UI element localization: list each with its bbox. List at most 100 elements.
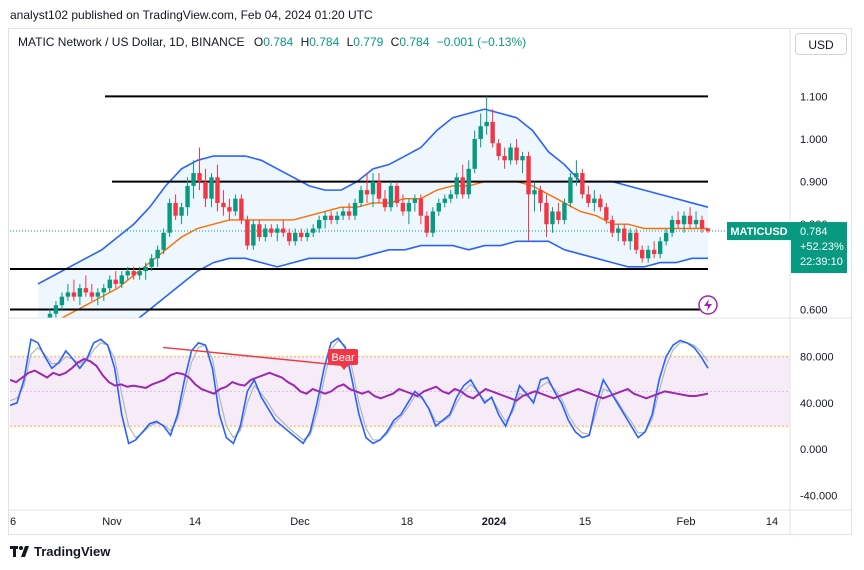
axes: 1.1001.0000.9000.8000.7000.60080.00040.0… bbox=[8, 28, 852, 535]
candle bbox=[616, 224, 621, 242]
candle-body bbox=[36, 327, 40, 331]
candle bbox=[149, 254, 154, 272]
candle-body bbox=[215, 177, 220, 203]
candle bbox=[316, 215, 322, 233]
candle-body bbox=[53, 305, 59, 314]
candle-body bbox=[502, 156, 507, 161]
candle-body bbox=[496, 143, 501, 157]
tradingview-logo-icon bbox=[10, 545, 29, 557]
bear-badge-label: Bear bbox=[331, 352, 355, 364]
candle-body bbox=[580, 173, 585, 195]
candle-body bbox=[131, 271, 136, 276]
candle-body bbox=[568, 177, 573, 203]
candle bbox=[705, 228, 711, 233]
candle bbox=[376, 173, 382, 203]
candle bbox=[83, 275, 89, 297]
candle bbox=[568, 173, 573, 208]
candle-body bbox=[484, 121, 489, 127]
candle bbox=[173, 194, 178, 220]
candle bbox=[293, 228, 298, 246]
oscillator-tick-label: -40.000 bbox=[800, 490, 837, 502]
candle bbox=[628, 228, 633, 250]
candle bbox=[466, 160, 471, 199]
time-tick-label: Nov bbox=[102, 516, 122, 528]
candle bbox=[598, 194, 603, 212]
candle bbox=[693, 211, 699, 229]
candle-body bbox=[550, 211, 555, 225]
candle bbox=[65, 283, 71, 301]
oscillator-pane: Bear bbox=[10, 337, 790, 445]
price-pane bbox=[10, 95, 790, 331]
low-label: L bbox=[346, 35, 354, 49]
candle-body bbox=[388, 185, 394, 208]
candle bbox=[113, 271, 118, 289]
candle-body bbox=[173, 202, 178, 216]
candle-body bbox=[65, 292, 71, 297]
candle-body bbox=[191, 173, 196, 186]
candle-body bbox=[424, 215, 430, 233]
candle-body bbox=[310, 228, 316, 233]
candle bbox=[592, 190, 597, 212]
low-value: 0.779 bbox=[353, 35, 384, 49]
candle bbox=[484, 96, 489, 135]
candle bbox=[155, 245, 160, 267]
candle bbox=[430, 207, 436, 238]
bollinger-fill bbox=[38, 109, 708, 318]
candle-body bbox=[436, 202, 442, 212]
bear-badge-bg bbox=[328, 349, 358, 365]
candle-body bbox=[334, 215, 340, 220]
candle-body bbox=[394, 185, 400, 203]
candle bbox=[107, 275, 112, 293]
candle-body bbox=[478, 126, 483, 139]
candle-body bbox=[89, 292, 95, 297]
symbol-badge: MATICUSD bbox=[727, 222, 791, 241]
candle bbox=[89, 283, 95, 301]
candle bbox=[663, 228, 669, 246]
chart-frame bbox=[8, 28, 852, 535]
candle-body bbox=[406, 202, 412, 212]
candle-body bbox=[95, 292, 101, 297]
candle-body bbox=[610, 219, 615, 233]
tradingview-footer[interactable]: TradingView bbox=[10, 544, 110, 559]
candle bbox=[47, 309, 53, 318]
candle bbox=[322, 211, 328, 229]
candle bbox=[687, 207, 693, 229]
lightning-icon[interactable] bbox=[698, 295, 718, 315]
candle-body bbox=[418, 198, 424, 216]
candle-body bbox=[167, 202, 172, 233]
candle bbox=[239, 194, 244, 225]
candle-body bbox=[699, 219, 705, 229]
high-value: 0.784 bbox=[309, 35, 340, 49]
candle-body bbox=[669, 219, 675, 233]
candle-body bbox=[544, 202, 549, 225]
candle bbox=[77, 283, 83, 306]
candle-body bbox=[257, 224, 262, 238]
candle-body bbox=[376, 181, 382, 199]
candle bbox=[257, 219, 262, 242]
candle bbox=[304, 228, 310, 242]
time-tick-label: 18 bbox=[401, 516, 413, 528]
candle bbox=[340, 207, 346, 220]
currency-button[interactable]: USD bbox=[795, 33, 847, 55]
candle-body bbox=[221, 202, 226, 208]
candle bbox=[657, 237, 663, 259]
candle bbox=[287, 228, 292, 246]
candle bbox=[95, 288, 101, 306]
candle-body bbox=[209, 177, 214, 199]
candle bbox=[472, 130, 477, 174]
candle-body bbox=[77, 288, 83, 297]
candle-body bbox=[382, 198, 388, 208]
candle bbox=[263, 224, 268, 242]
candle bbox=[119, 271, 124, 289]
candle bbox=[699, 215, 705, 233]
symbol-description[interactable]: MATIC Network / US Dollar, 1D, BINANCE bbox=[18, 35, 245, 49]
candle-body bbox=[681, 215, 687, 225]
candle-body bbox=[197, 173, 202, 182]
candle-body bbox=[352, 202, 358, 216]
candle-body bbox=[322, 215, 328, 220]
candle bbox=[251, 219, 256, 250]
candle-body bbox=[586, 194, 591, 203]
open-value: 0.784 bbox=[263, 35, 294, 49]
candle-body bbox=[328, 215, 334, 220]
